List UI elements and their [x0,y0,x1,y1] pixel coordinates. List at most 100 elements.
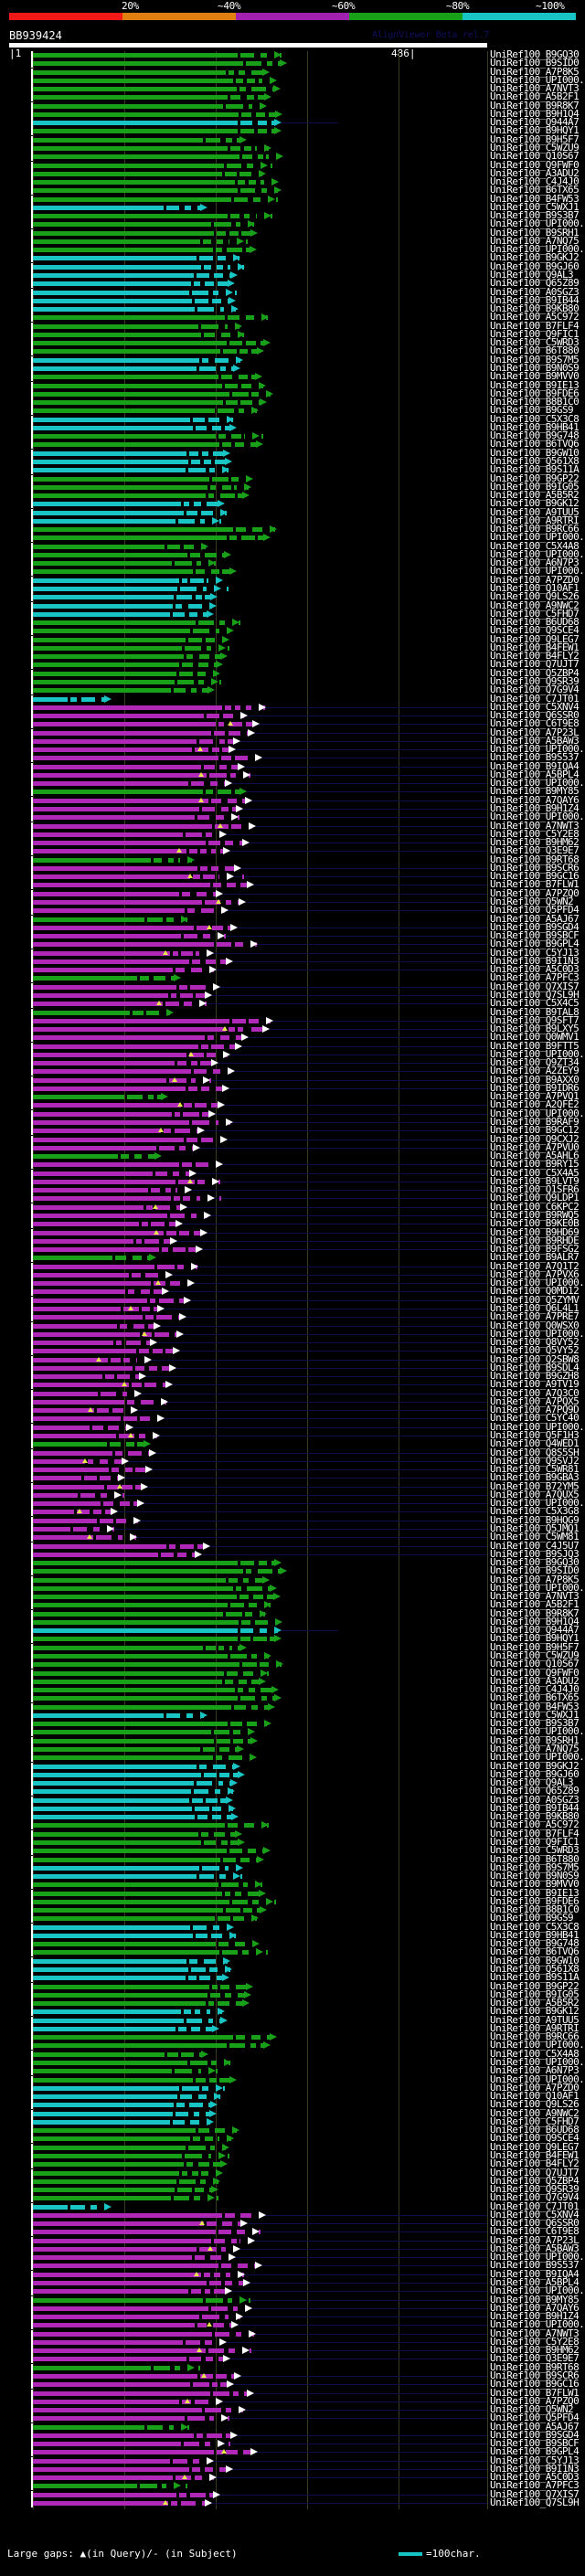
hit-alignment-bar[interactable] [33,2212,222,2218]
hit-alignment-bar[interactable] [33,366,197,371]
hit-row[interactable]: UniRef100_Q6SSR0 [0,710,585,721]
hit-row[interactable]: UniRef100_C5X3G8 [0,1506,585,1517]
hit-alignment-bar[interactable] [33,2094,177,2100]
hit-subject-label[interactable]: UniRef100_B9LVT9 [490,1174,580,1187]
hit-row[interactable]: UniRef100_UPI000.. [0,778,585,789]
hit-alignment-bar[interactable] [33,722,216,727]
hit-row[interactable]: UniRef100_B9GP22 [0,473,585,483]
hit-subject-label[interactable]: UniRef100_Q9LS26 [490,2098,580,2111]
hit-alignment-bar[interactable] [33,1357,108,1362]
hit-subject-label[interactable]: UniRef100_UPI000.. [490,1420,585,1433]
hit-row[interactable]: UniRef100_A5BPL4 [0,769,585,779]
hit-row[interactable]: UniRef100_B9IE13 [0,380,585,390]
hit-row[interactable]: UniRef100_B9HM62 [0,837,585,848]
hit-subject-label[interactable]: UniRef100_B9S3B7 [490,1717,580,1730]
hit-alignment-bar[interactable] [33,1585,233,1591]
hit-alignment-bar[interactable] [33,671,176,676]
hit-row[interactable]: UniRef100_UPI000.. [0,1108,585,1118]
hit-alignment-bar[interactable] [33,2357,186,2362]
hit-subject-label[interactable]: UniRef100_B9S7M5 [490,1860,580,1873]
hit-subject-label[interactable]: UniRef100_B9MY85 [490,785,580,798]
hit-row[interactable]: UniRef100_C5X3C8 [0,414,585,424]
hit-subject-label[interactable]: UniRef100_B9KB80 [490,1810,580,1823]
hit-alignment-bar[interactable] [33,510,184,515]
hit-alignment-bar[interactable] [33,1484,104,1489]
hit-alignment-bar[interactable] [33,1027,226,1033]
hit-alignment-bar[interactable] [33,78,233,83]
hit-alignment-bar[interactable] [33,1213,167,1218]
hit-subject-label[interactable]: UniRef100_Q9LS26 [490,590,580,603]
hit-row[interactable]: UniRef100_B72YM5 [0,1481,585,1491]
hit-subject-label[interactable]: UniRef100_Q561X8 [490,1963,580,1976]
hit-subject-label[interactable]: UniRef100_A5AJ67 [490,2420,580,2433]
hit-alignment-bar[interactable] [33,2339,183,2345]
hit-alignment-bar[interactable] [33,1137,184,1142]
hit-alignment-bar[interactable] [33,1764,197,1769]
hit-subject-label[interactable]: UniRef100_B9RHDE [490,1234,580,1246]
hit-alignment-bar[interactable] [33,1145,156,1150]
hit-alignment-bar[interactable] [33,1315,143,1320]
hit-subject-label[interactable]: UniRef100_B9SJQ3 [490,1547,580,1560]
hit-subject-label[interactable]: UniRef100_Q5F1H3 [490,1429,580,1441]
hit-subject-label[interactable]: UniRef100_A7PRE7 [490,1310,580,1323]
hit-subject-label[interactable]: UniRef100_B9GC16 [490,2378,580,2390]
hit-subject-label[interactable]: UniRef100_UPI000.. [490,1047,585,1060]
hit-row[interactable]: UniRef100_Q9LEG7 [0,634,585,644]
hit-row[interactable]: UniRef100_A7P8K5 [0,1574,585,1585]
hit-subject-label[interactable]: UniRef100_A5BAW3 [490,2242,580,2254]
hit-alignment-bar[interactable] [33,841,206,846]
hit-alignment-bar[interactable] [33,502,181,507]
hit-row[interactable]: UniRef100_Q8S5SH [0,1447,585,1458]
hit-alignment-bar[interactable] [33,645,182,651]
hit-subject-label[interactable]: UniRef100_A7PFC3 [490,971,580,984]
hit-subject-label[interactable]: UniRef100_C5YJ13 [490,2454,580,2466]
hit-row[interactable]: UniRef100_Q9LS26 [0,2098,585,2111]
hit-row[interactable]: UniRef100_B6TX65 [0,1692,585,1703]
hit-row[interactable]: UniRef100_B7FLF4 [0,1829,585,1839]
hit-subject-label[interactable]: UniRef100_Q10AF1 [490,2090,580,2103]
hit-alignment-bar[interactable] [33,1924,190,1930]
hit-alignment-bar[interactable] [33,95,228,101]
hit-subject-label[interactable]: UniRef100_A0SGZ3 [490,285,580,298]
hit-subject-label[interactable]: UniRef100_UPI000.. [490,1497,585,1510]
hit-alignment-bar[interactable] [33,1552,158,1557]
hit-row[interactable]: UniRef100_C5X4C5 [0,998,585,1009]
hit-row[interactable]: UniRef100_A7QAY6 [0,793,585,806]
hit-subject-label[interactable]: UniRef100_B9SCR6 [490,2369,580,2381]
hit-subject-label[interactable]: UniRef100_B9GJ60 [490,260,580,272]
hit-alignment-bar[interactable] [33,2475,173,2481]
hit-row[interactable]: UniRef100_B9SID0 [0,58,585,69]
hit-subject-label[interactable]: UniRef100_C5X3C8 [490,1920,580,1933]
hit-alignment-bar[interactable] [33,400,223,406]
hit-alignment-bar[interactable] [33,2136,190,2142]
hit-subject-label[interactable]: UniRef100_B6TVQ6 [490,1945,580,1958]
hit-alignment-bar[interactable] [33,1637,238,1642]
hit-alignment-bar[interactable] [33,1458,85,1464]
hit-alignment-bar[interactable] [33,2145,186,2150]
hit-row[interactable]: UniRef100_B9SCR6 [0,2369,585,2381]
hit-row[interactable]: UniRef100_B9N0S9 [0,1871,585,1882]
hit-alignment-bar[interactable] [33,1162,179,1168]
hit-row[interactable]: UniRef100_A6N7P3 [0,557,585,568]
hit-alignment-bar[interactable] [33,1095,124,1100]
hit-row[interactable]: UniRef100_Q9CXJ2 [0,1134,585,1144]
hit-subject-label[interactable]: UniRef100_A7QAY6 [490,793,580,806]
hit-row[interactable]: UniRef100_UPI000.. [0,1497,585,1510]
hit-subject-label[interactable]: UniRef100_B9S3B7 [490,209,580,222]
hit-subject-label[interactable]: UniRef100_B8B1C0 [490,1903,580,1916]
hit-subject-label[interactable]: UniRef100_Q9LDP1 [490,1192,580,1204]
hit-alignment-bar[interactable] [33,772,207,778]
hit-alignment-bar[interactable] [33,1416,121,1422]
hit-alignment-bar[interactable] [33,307,195,313]
hit-row[interactable]: UniRef100_Q2SBW8 [0,1354,585,1364]
hit-row[interactable]: UniRef100_B9S11A [0,1972,585,1983]
hit-alignment-bar[interactable] [33,535,227,541]
hit-row[interactable]: UniRef100_B9GC16 [0,2378,585,2390]
hit-row[interactable]: UniRef100_B9I1N3 [0,2464,585,2474]
hit-alignment-bar[interactable] [33,798,208,803]
hit-row[interactable]: UniRef100_B9IQA4 [0,2269,585,2279]
hit-row[interactable]: UniRef100_B9IG05 [0,482,585,492]
hit-row[interactable]: UniRef100_Q9ZT34 [0,1057,585,1068]
hit-subject-label[interactable]: UniRef100_B9S537 [490,751,580,764]
hit-subject-label[interactable]: UniRef100_C5X4A5 [490,1166,580,1179]
